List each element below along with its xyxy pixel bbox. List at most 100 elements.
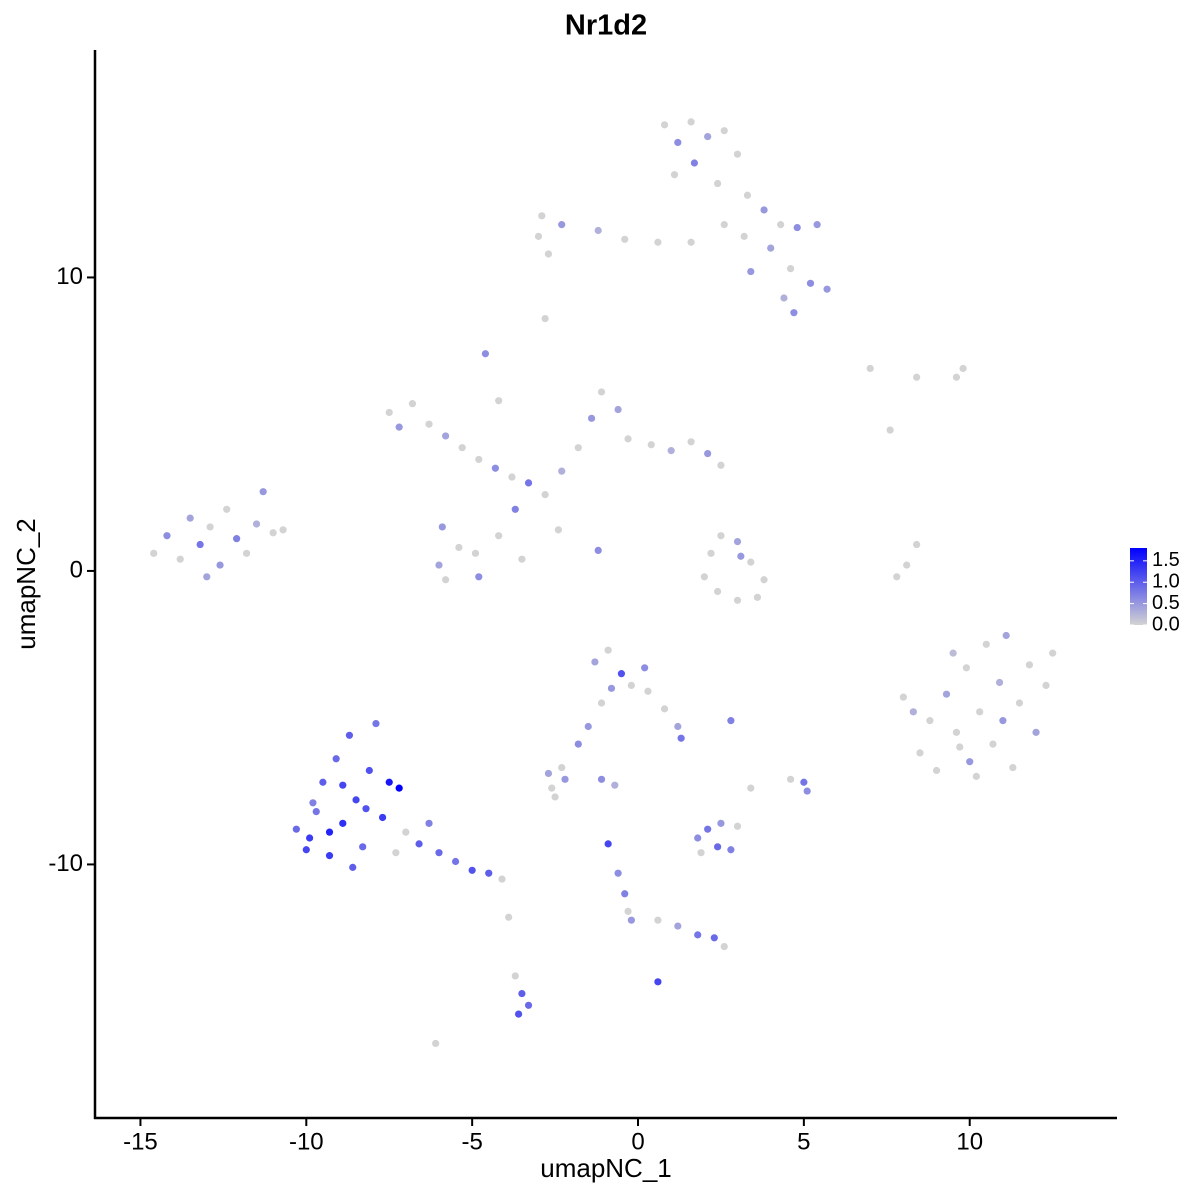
point xyxy=(574,444,582,452)
color-tick-label: 0.5 xyxy=(1152,592,1180,614)
point xyxy=(707,549,715,557)
point xyxy=(733,822,742,830)
point xyxy=(587,414,596,422)
point xyxy=(597,775,606,783)
point xyxy=(913,540,921,549)
point xyxy=(780,294,788,302)
point xyxy=(694,834,702,842)
point xyxy=(150,549,158,557)
point xyxy=(471,549,480,557)
point xyxy=(352,796,360,804)
point xyxy=(966,758,974,766)
point xyxy=(952,373,961,381)
point xyxy=(952,728,961,736)
point xyxy=(312,807,320,816)
point xyxy=(813,221,821,229)
point xyxy=(614,405,622,414)
point xyxy=(495,532,503,540)
y-axis-title: umapNC_2 xyxy=(11,518,41,650)
point xyxy=(339,781,347,789)
point xyxy=(594,546,602,554)
point xyxy=(644,687,652,695)
point xyxy=(942,690,951,698)
point xyxy=(956,743,964,751)
point xyxy=(259,488,267,496)
point xyxy=(717,532,725,540)
point xyxy=(206,523,214,531)
point xyxy=(767,244,775,252)
point xyxy=(717,819,725,827)
point xyxy=(491,464,499,472)
point xyxy=(624,907,632,915)
point xyxy=(670,171,679,179)
point xyxy=(524,479,533,487)
point xyxy=(747,558,755,566)
point xyxy=(740,232,748,240)
point xyxy=(704,449,712,458)
point xyxy=(541,491,549,499)
point xyxy=(604,840,612,848)
point xyxy=(1015,699,1024,707)
point xyxy=(806,279,815,287)
point xyxy=(660,121,669,129)
point xyxy=(687,438,695,446)
point xyxy=(714,843,722,851)
point xyxy=(216,561,224,569)
point xyxy=(1032,728,1040,736)
point xyxy=(717,461,725,469)
point xyxy=(362,805,370,813)
point xyxy=(435,561,443,569)
point xyxy=(823,285,831,293)
point xyxy=(511,505,519,513)
point xyxy=(438,523,446,531)
x-tick-label: -10 xyxy=(289,1128,324,1155)
point xyxy=(674,722,682,731)
point xyxy=(733,537,742,546)
point xyxy=(617,670,626,678)
point xyxy=(909,708,917,716)
point xyxy=(349,863,357,871)
point xyxy=(385,408,393,417)
point xyxy=(747,784,755,792)
point xyxy=(989,740,997,748)
point xyxy=(402,828,410,836)
point xyxy=(733,596,742,604)
point xyxy=(932,766,941,775)
chart-title: Nr1d2 xyxy=(565,10,647,42)
point xyxy=(899,693,907,701)
x-axis-title: umapNC_1 xyxy=(540,1153,672,1183)
point xyxy=(544,769,553,778)
point xyxy=(654,238,662,246)
point xyxy=(777,221,785,229)
point xyxy=(687,238,695,246)
point xyxy=(475,573,483,581)
point xyxy=(886,426,894,434)
point xyxy=(627,916,635,924)
point xyxy=(309,799,317,807)
point xyxy=(760,576,768,584)
point xyxy=(647,441,655,449)
point xyxy=(641,664,649,672)
point xyxy=(442,576,450,584)
point xyxy=(1042,681,1050,689)
point xyxy=(408,400,417,408)
point xyxy=(624,435,632,443)
point xyxy=(982,640,990,648)
point xyxy=(544,250,553,258)
color-tick-label: 0.0 xyxy=(1152,613,1180,635)
point xyxy=(584,722,592,731)
point xyxy=(591,658,599,666)
point xyxy=(554,526,562,534)
point xyxy=(292,825,300,833)
point xyxy=(714,179,722,188)
point xyxy=(176,555,184,563)
point xyxy=(508,473,516,481)
point xyxy=(518,555,526,563)
point xyxy=(786,265,795,273)
point xyxy=(621,235,629,243)
color-tick-label: 1.5 xyxy=(1152,549,1180,571)
point xyxy=(511,972,519,980)
point xyxy=(1002,631,1010,640)
point xyxy=(866,364,874,373)
point xyxy=(365,766,373,775)
